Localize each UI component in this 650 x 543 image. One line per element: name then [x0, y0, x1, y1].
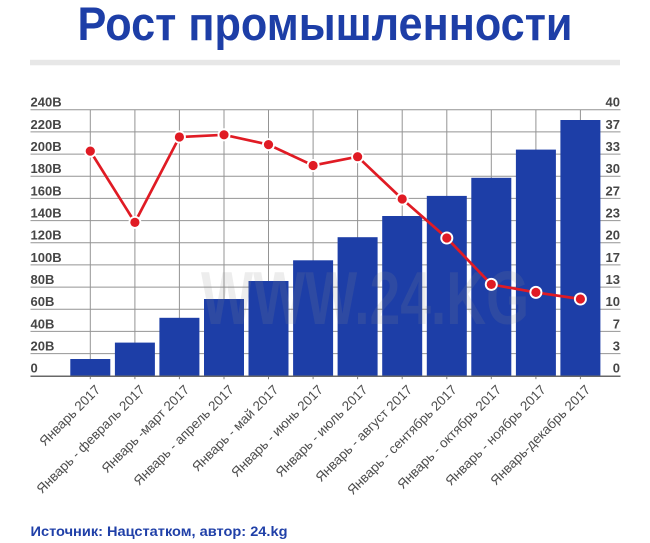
- svg-text:10: 10: [606, 294, 620, 309]
- svg-text:240B: 240B: [31, 95, 62, 110]
- svg-text:100B: 100B: [31, 250, 62, 265]
- svg-text:Источник: Нацстатком, автор: 2: Источник: Нацстатком, автор: 24.kg: [31, 523, 288, 539]
- svg-text:Рост промышленности: Рост промышленности: [78, 0, 573, 51]
- svg-text:20B: 20B: [31, 339, 55, 354]
- svg-text:220B: 220B: [31, 117, 62, 132]
- svg-text:23: 23: [606, 206, 620, 221]
- svg-text:0: 0: [31, 361, 38, 376]
- svg-text:140B: 140B: [31, 206, 62, 221]
- svg-text:37: 37: [606, 117, 620, 132]
- svg-text:40: 40: [606, 95, 620, 110]
- svg-text:80B: 80B: [31, 272, 55, 287]
- svg-text:200B: 200B: [31, 139, 62, 154]
- svg-text:160B: 160B: [31, 183, 62, 198]
- svg-text:WWW.24.KG: WWW.24.KG: [201, 256, 529, 340]
- svg-text:120B: 120B: [31, 228, 62, 243]
- svg-text:13: 13: [606, 272, 620, 287]
- svg-text:3: 3: [613, 339, 620, 354]
- svg-text:0: 0: [613, 361, 620, 376]
- svg-text:60B: 60B: [31, 294, 55, 309]
- svg-text:Январь - май 2017: Январь - май 2017: [189, 382, 281, 474]
- svg-text:7: 7: [613, 316, 620, 331]
- svg-text:40B: 40B: [31, 316, 55, 331]
- svg-text:33: 33: [606, 139, 620, 154]
- svg-text:20: 20: [606, 228, 620, 243]
- svg-text:30: 30: [606, 161, 620, 176]
- svg-text:17: 17: [606, 250, 620, 265]
- svg-text:180B: 180B: [31, 161, 62, 176]
- svg-text:27: 27: [606, 183, 620, 198]
